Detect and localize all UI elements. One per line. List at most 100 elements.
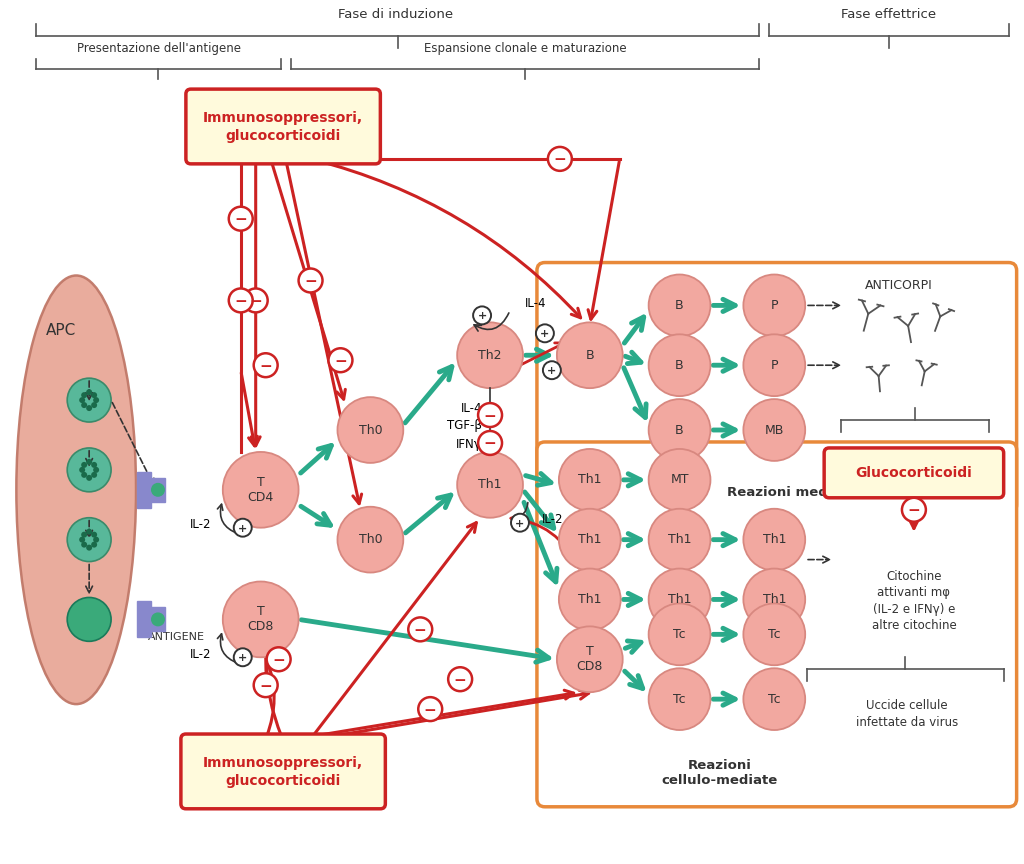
Text: +: + [547,366,556,376]
Text: −: − [259,359,272,374]
Text: B: B [675,423,684,436]
Text: −: − [554,152,566,168]
Text: Uccide cellule
infettate da virus: Uccide cellule infettate da virus [856,699,958,728]
Text: −: − [483,436,497,452]
Bar [137,472,151,508]
Text: −: − [334,353,347,369]
Circle shape [91,542,97,548]
Ellipse shape [559,509,621,570]
Circle shape [548,147,571,171]
Ellipse shape [648,449,711,511]
Text: Tc: Tc [673,628,686,641]
Circle shape [228,206,253,231]
Circle shape [81,462,87,468]
Circle shape [266,647,291,671]
Ellipse shape [648,275,711,336]
Circle shape [473,307,492,324]
Ellipse shape [559,449,621,511]
Circle shape [68,598,111,641]
Text: IL-2: IL-2 [190,518,212,531]
Text: Tc: Tc [673,693,686,706]
Circle shape [299,269,323,292]
Text: P: P [770,299,778,312]
Circle shape [536,324,554,342]
Text: −: − [907,503,921,518]
Circle shape [81,472,87,478]
Text: Th1: Th1 [668,533,691,546]
Text: +: + [239,524,248,534]
Circle shape [244,289,267,313]
Circle shape [91,392,97,398]
Text: P: P [770,359,778,372]
Circle shape [418,697,442,721]
Text: IL-2: IL-2 [542,513,563,526]
Text: Th1: Th1 [578,593,601,606]
Ellipse shape [557,626,623,692]
Circle shape [86,459,92,465]
Ellipse shape [743,275,805,336]
Text: Fase di induzione: Fase di induzione [338,9,453,22]
Circle shape [68,378,111,422]
Circle shape [91,462,97,468]
Bar [137,601,151,638]
Text: B: B [586,349,594,362]
Ellipse shape [743,334,805,396]
Text: −: − [272,653,285,668]
Circle shape [228,289,253,313]
Text: Th1: Th1 [763,533,786,546]
Circle shape [91,531,97,537]
Circle shape [81,392,87,398]
FancyBboxPatch shape [186,89,380,164]
Text: −: − [424,702,436,718]
Circle shape [233,648,252,666]
Circle shape [86,389,92,395]
Text: Immunosoppressori,
glucocorticoidi: Immunosoppressori, glucocorticoidi [203,111,362,143]
Ellipse shape [743,399,805,461]
Circle shape [902,498,926,522]
Ellipse shape [743,603,805,665]
Text: MT: MT [671,473,689,486]
Ellipse shape [743,509,805,570]
Text: +: + [541,329,550,340]
Circle shape [79,537,85,543]
Ellipse shape [648,668,711,730]
Text: Th1: Th1 [668,593,691,606]
Circle shape [79,397,85,403]
Circle shape [81,402,87,408]
Text: Th1: Th1 [578,473,601,486]
Text: +: + [477,311,486,321]
Circle shape [478,431,502,455]
Circle shape [511,514,529,531]
Circle shape [86,529,92,535]
Ellipse shape [743,668,805,730]
FancyBboxPatch shape [537,442,1017,807]
Ellipse shape [16,276,136,704]
Text: B: B [675,299,684,312]
Text: IL-2: IL-2 [190,648,212,661]
Text: Th0: Th0 [358,533,382,546]
Circle shape [86,544,92,550]
Text: −: − [454,673,467,688]
Text: +: + [239,653,248,664]
Circle shape [68,518,111,562]
Circle shape [93,397,99,403]
Ellipse shape [648,509,711,570]
Ellipse shape [223,452,299,528]
Text: Th1: Th1 [478,479,502,492]
Circle shape [233,518,252,537]
FancyBboxPatch shape [181,734,385,809]
Ellipse shape [743,569,805,631]
Text: +: + [515,518,524,529]
Text: ANTICORPI: ANTICORPI [865,279,933,292]
Text: Th1: Th1 [578,533,601,546]
Text: T
CD4: T CD4 [248,476,273,504]
Ellipse shape [338,397,403,463]
Text: Tc: Tc [768,693,780,706]
Text: T
CD8: T CD8 [577,645,603,673]
Text: T
CD8: T CD8 [248,606,273,633]
Circle shape [254,673,278,697]
FancyBboxPatch shape [824,448,1004,498]
Text: Citochine
attivanti mφ
(IL-2 e IFNγ) e
altre citochine: Citochine attivanti mφ (IL-2 e IFNγ) e a… [871,569,956,632]
Text: Reazioni
cellulo-mediate: Reazioni cellulo-mediate [662,759,777,787]
Ellipse shape [557,322,623,388]
